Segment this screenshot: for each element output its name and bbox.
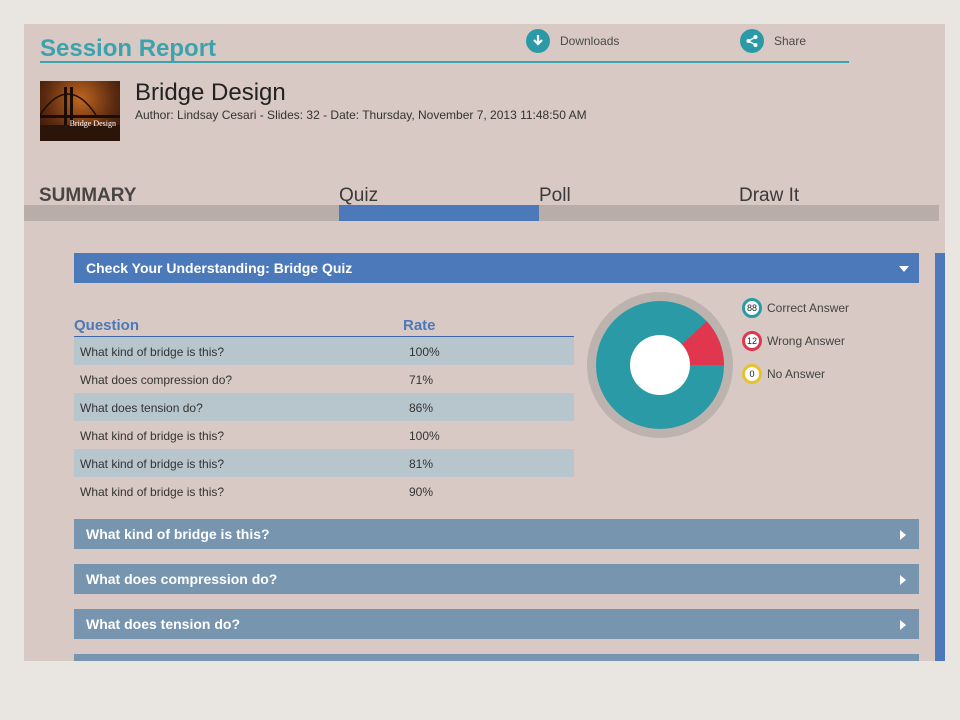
table-row: What kind of bridge is this? 100% bbox=[74, 337, 574, 365]
share-label: Share bbox=[774, 34, 807, 48]
question-row-label: What does tension do? bbox=[86, 616, 240, 632]
downloads-label: Downloads bbox=[560, 34, 620, 48]
share-icon bbox=[740, 29, 764, 53]
share-button[interactable]: Share bbox=[740, 29, 806, 53]
results-table-header: Question Rate bbox=[74, 317, 574, 337]
correct-label: Correct Answer bbox=[767, 301, 850, 315]
results-donut-chart bbox=[587, 292, 733, 438]
quiz-section-title: Check Your Understanding: Bridge Quiz bbox=[86, 260, 353, 276]
table-row: What does tension do? 86% bbox=[74, 393, 574, 421]
question-cell: What kind of bridge is this? bbox=[80, 345, 225, 359]
quiz-section-header[interactable]: Check Your Understanding: Bridge Quiz bbox=[74, 253, 919, 283]
chevron-right-icon bbox=[900, 575, 906, 585]
title-underline bbox=[40, 61, 849, 63]
table-row: What kind of bridge is this? 90% bbox=[74, 477, 574, 505]
table-row: What kind of bridge is this? 100% bbox=[74, 421, 574, 449]
legend-correct: 88 Correct Answer bbox=[742, 298, 849, 318]
rate-cell: 81% bbox=[409, 457, 434, 471]
presentation-meta: Author: Lindsay Cesari - Slides: 32 - Da… bbox=[135, 108, 587, 122]
question-row-label: What does compression do? bbox=[86, 571, 278, 587]
thumbnail-caption: Bridge Design bbox=[69, 119, 116, 128]
wrong-count-badge: 12 bbox=[742, 331, 762, 351]
page-title: Session Report bbox=[40, 35, 217, 62]
presentation-thumbnail: Bridge Design bbox=[40, 81, 120, 141]
chevron-down-icon bbox=[899, 266, 909, 272]
no-answer-count-badge: 0 bbox=[742, 364, 762, 384]
rate-cell: 100% bbox=[409, 345, 440, 359]
question-row[interactable]: What does compression do? bbox=[74, 564, 919, 594]
question-row-partial[interactable] bbox=[74, 654, 919, 661]
rate-cell: 71% bbox=[409, 373, 434, 387]
question-cell: What kind of bridge is this? bbox=[80, 485, 225, 499]
question-row[interactable]: What kind of bridge is this? bbox=[74, 519, 919, 549]
question-cell: What kind of bridge is this? bbox=[80, 429, 225, 443]
question-row-label: What kind of bridge is this? bbox=[86, 526, 270, 542]
question-cell: What does compression do? bbox=[80, 373, 233, 387]
table-row: What kind of bridge is this? 81% bbox=[74, 449, 574, 477]
donut-hole bbox=[630, 335, 690, 395]
no-answer-label: No Answer bbox=[767, 367, 826, 381]
legend-no-answer: 0 No Answer bbox=[742, 364, 825, 384]
tab-poll[interactable]: Poll bbox=[539, 185, 571, 206]
downloads-button[interactable]: Downloads bbox=[526, 29, 619, 53]
question-cell: What kind of bridge is this? bbox=[80, 457, 225, 471]
rate-cell: 86% bbox=[409, 401, 434, 415]
scrollbar[interactable] bbox=[935, 253, 945, 661]
wrong-label: Wrong Answer bbox=[767, 334, 845, 348]
question-column-header: Question bbox=[74, 317, 140, 334]
download-icon bbox=[526, 29, 550, 53]
question-cell: What does tension do? bbox=[80, 401, 203, 415]
tab-draw-it[interactable]: Draw It bbox=[739, 185, 800, 206]
rate-column-header: Rate bbox=[403, 317, 436, 334]
active-tab-indicator bbox=[339, 205, 539, 221]
rate-cell: 100% bbox=[409, 429, 440, 443]
tab-quiz[interactable]: Quiz bbox=[339, 185, 379, 206]
question-row[interactable]: What does tension do? bbox=[74, 609, 919, 639]
rate-cell: 90% bbox=[409, 485, 434, 499]
correct-count-badge: 88 bbox=[742, 298, 762, 318]
chevron-right-icon bbox=[900, 530, 906, 540]
chevron-right-icon bbox=[900, 620, 906, 630]
legend-wrong: 12 Wrong Answer bbox=[742, 331, 845, 351]
session-report-page: Session Report Downloads Share Bridge De… bbox=[24, 24, 945, 661]
presentation-title: Bridge Design bbox=[135, 79, 286, 106]
tab-summary[interactable]: SUMMARY bbox=[39, 185, 137, 206]
table-row: What does compression do? 71% bbox=[74, 365, 574, 393]
